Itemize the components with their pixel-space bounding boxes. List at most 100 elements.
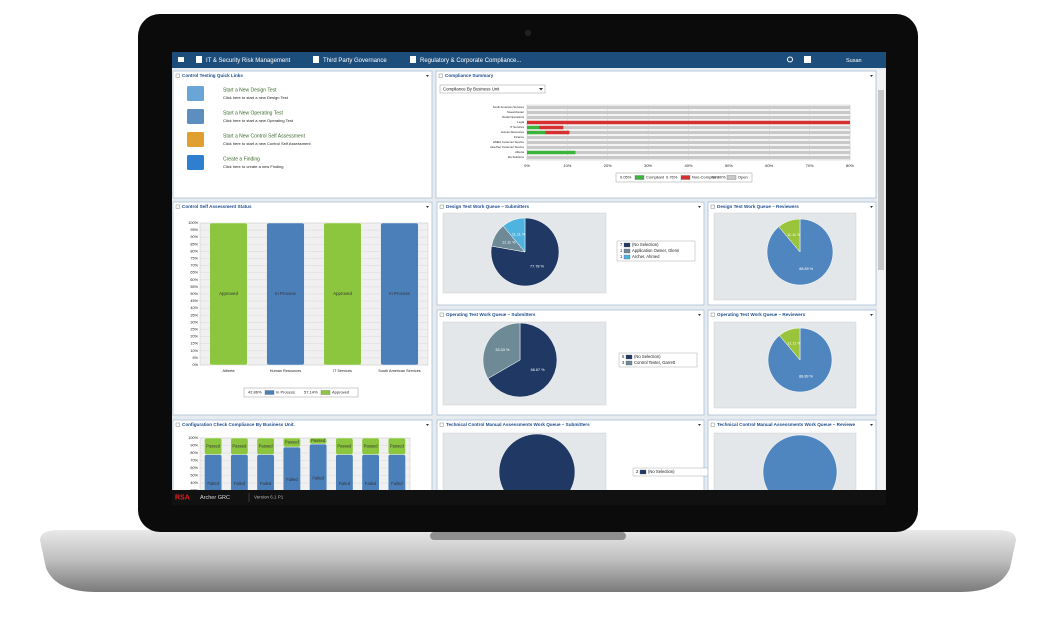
panel-icon <box>175 204 180 209</box>
x-tick-label: 40% <box>684 163 692 168</box>
scroll-thumb[interactable] <box>878 90 884 270</box>
link-description: Click here to create a new Finding <box>223 164 283 169</box>
y-tick-label: 100% <box>188 221 198 225</box>
segment-label: Passed <box>364 443 379 448</box>
legend-swatch <box>320 390 331 395</box>
bar-segment <box>527 125 540 130</box>
panel-icon <box>710 204 715 209</box>
nav-item[interactable]: Third Party Governance <box>323 58 387 64</box>
legend-percent: 57.14% <box>304 390 318 395</box>
bar-segment <box>545 130 570 135</box>
panel-title: Operating Test Work Queue – Reviewers <box>717 312 806 317</box>
y-tick-label: 75% <box>190 257 198 261</box>
legend-label: (No Selection) <box>634 354 661 359</box>
legend-swatch <box>634 175 645 180</box>
link-label[interactable]: Start a New Design Test <box>223 87 277 93</box>
column-segment <box>309 437 327 445</box>
segment-label: Failed <box>365 481 377 486</box>
panel-menu[interactable] <box>870 314 873 316</box>
legend-count: 6 <box>622 354 625 359</box>
search-icon[interactable] <box>787 56 793 63</box>
slice-label: 11.11 % <box>787 233 801 237</box>
bar-segment <box>527 120 850 125</box>
column-segment <box>209 222 248 366</box>
dropdown-caret <box>539 88 543 91</box>
nav-bar <box>172 52 886 68</box>
column-segment <box>266 222 305 366</box>
pie-slice <box>490 217 560 287</box>
nav-item[interactable]: Regulatory & Corporate Compliance... <box>420 58 522 64</box>
panel-title: Control Self Assessment Status <box>182 204 252 209</box>
y-tick-label: 60% <box>190 278 198 282</box>
segment-label: In Process <box>389 291 411 296</box>
y-tick-label: 20% <box>190 335 198 339</box>
x-tick-label: 80% <box>846 163 854 168</box>
segment-label: Failed <box>234 481 246 486</box>
link-label[interactable]: Start a New Control Self Assessment <box>223 133 306 139</box>
y-tick-label: 90% <box>190 444 198 448</box>
home-icon[interactable] <box>178 57 184 62</box>
legend-swatch <box>625 354 633 360</box>
link-icon <box>187 86 204 101</box>
footer-bar <box>172 490 886 505</box>
laptop-notch <box>430 532 626 540</box>
y-tick-label: 40% <box>190 481 198 485</box>
pie-slice <box>487 322 558 398</box>
scrollbar <box>877 70 885 490</box>
bar-segment <box>539 125 564 130</box>
panel-icon <box>439 312 444 317</box>
panel-title: Compliance Summary <box>445 73 494 78</box>
category-label: Retail Operations <box>502 115 524 119</box>
laptop-base <box>40 530 1016 592</box>
slice-label: 88.89 % <box>799 267 814 271</box>
y-tick-label: 80% <box>190 451 198 455</box>
legend-label: Open <box>738 175 748 180</box>
nav-item[interactable]: IT & Security Risk Management <box>206 58 291 64</box>
y-tick-label: 100% <box>188 436 198 440</box>
x-tick-label: Human Resources <box>270 369 302 373</box>
pie-slice <box>498 433 576 505</box>
segment-label: Approved <box>333 291 352 296</box>
legend-percent: 0.05% <box>620 175 632 180</box>
panel-menu[interactable] <box>698 314 701 316</box>
panel-menu[interactable] <box>426 424 429 426</box>
tools-icon[interactable] <box>804 56 811 63</box>
slice-label: 11.11 % <box>502 241 516 245</box>
y-tick-label: 95% <box>190 228 198 232</box>
x-tick-label: IT Services <box>333 369 352 373</box>
legend-swatch <box>623 254 631 260</box>
panel-title: Control Testing Quick Links <box>182 73 243 78</box>
x-tick-label: South American Services <box>378 369 421 373</box>
panel: Design Test Work Queue – Submitters 77.78… <box>436 201 705 306</box>
link-description: Click here to start a new Design Test <box>223 95 289 100</box>
pie-slice <box>779 327 801 361</box>
panel-menu[interactable] <box>870 75 873 77</box>
link-label[interactable]: Start a New Operating Test <box>223 110 284 116</box>
column-segment <box>283 437 301 448</box>
filter-dropdown[interactable] <box>439 84 546 94</box>
panel-menu[interactable] <box>870 206 873 208</box>
category-label: Asia Pac Customer Service <box>490 145 524 149</box>
link-icon <box>187 155 204 170</box>
panel: Control Self Assessment Status 0% 5% 10% 15%… <box>172 201 433 416</box>
category-label: South American Services <box>493 105 525 109</box>
legend-swatch <box>680 175 691 180</box>
panel-menu[interactable] <box>698 424 701 426</box>
open-track <box>527 111 850 114</box>
panel-menu[interactable] <box>426 206 429 208</box>
brand-logo: RSA <box>175 494 190 501</box>
panel-menu[interactable] <box>426 75 429 77</box>
link-label[interactable]: Create a Finding <box>223 156 260 162</box>
legend-swatch <box>264 390 275 395</box>
panel-title: Configuration Check Compliance By Busine… <box>182 422 295 427</box>
user-name[interactable]: Susan <box>846 58 862 64</box>
filter-value: Compliance By Business Unit <box>443 87 500 92</box>
legend-box <box>618 352 698 368</box>
panel-menu[interactable] <box>698 206 701 208</box>
panel-icon <box>439 422 444 427</box>
nav-icon <box>410 56 416 63</box>
open-track <box>527 151 850 154</box>
legend-label: Control Tester, Garrett <box>634 360 676 365</box>
panel-menu[interactable] <box>870 424 873 426</box>
